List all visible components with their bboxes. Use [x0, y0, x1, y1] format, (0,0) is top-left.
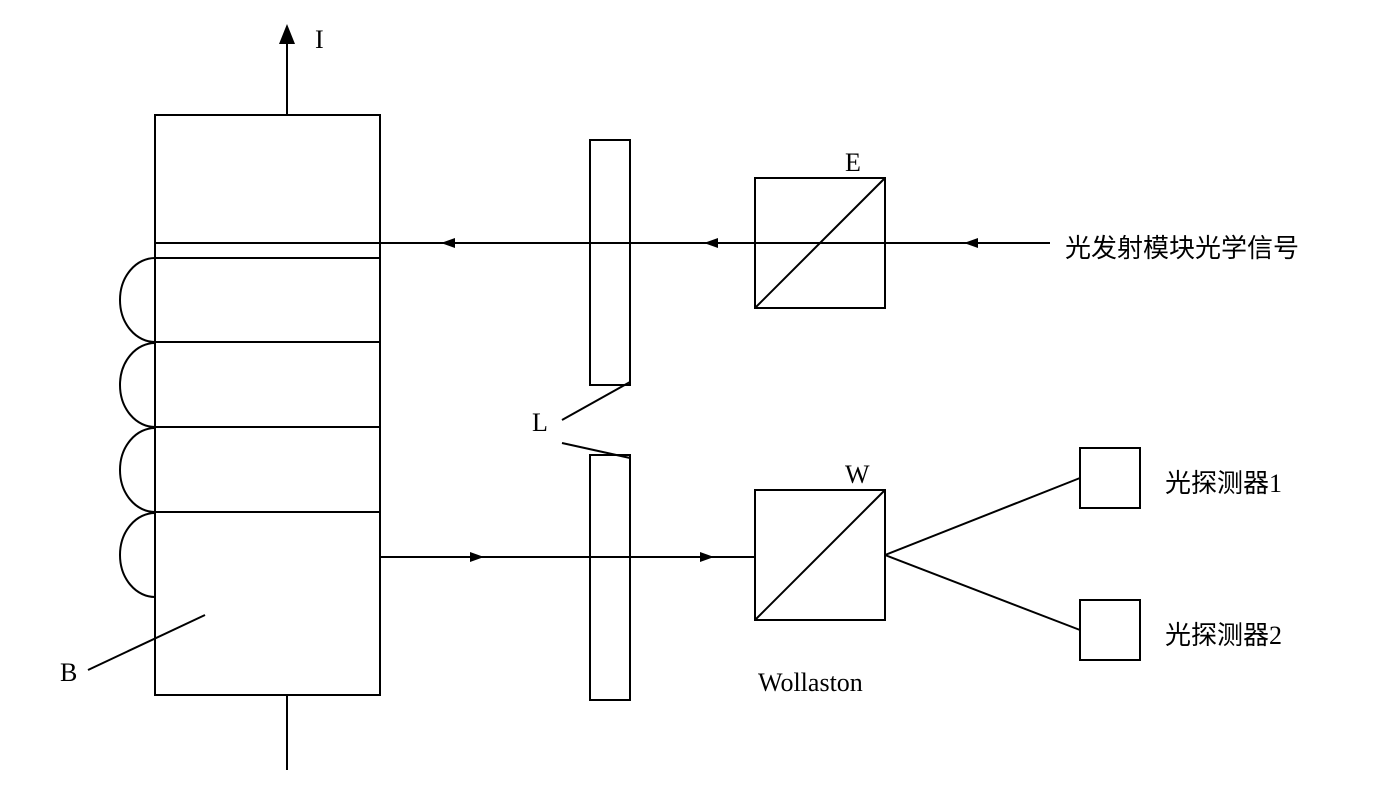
beam-to-detector2: [885, 555, 1080, 630]
coil-block: [155, 115, 380, 695]
lens-upper: [590, 140, 630, 385]
B-leader: [88, 615, 205, 670]
E-label: E: [845, 148, 861, 178]
detector2-label: 光探测器2: [1165, 615, 1282, 652]
W-label: W: [845, 460, 870, 490]
beam-to-detector1: [885, 478, 1080, 555]
input-signal-label: 光发射模块光学信号: [1065, 228, 1299, 265]
L-leader-upper: [562, 382, 630, 420]
optical-diagram: I B L E W Wollaston 光发射模块光学信号 光探测器1 光探测器…: [0, 0, 1390, 795]
detector1-label: 光探测器1: [1165, 463, 1282, 500]
photodetector-1: [1080, 448, 1140, 508]
lens-lower: [590, 455, 630, 700]
B-label: B: [60, 658, 77, 688]
I-label: I: [315, 25, 324, 55]
wollaston-label: Wollaston: [758, 668, 863, 698]
photodetector-2: [1080, 600, 1140, 660]
L-label: L: [532, 408, 548, 438]
